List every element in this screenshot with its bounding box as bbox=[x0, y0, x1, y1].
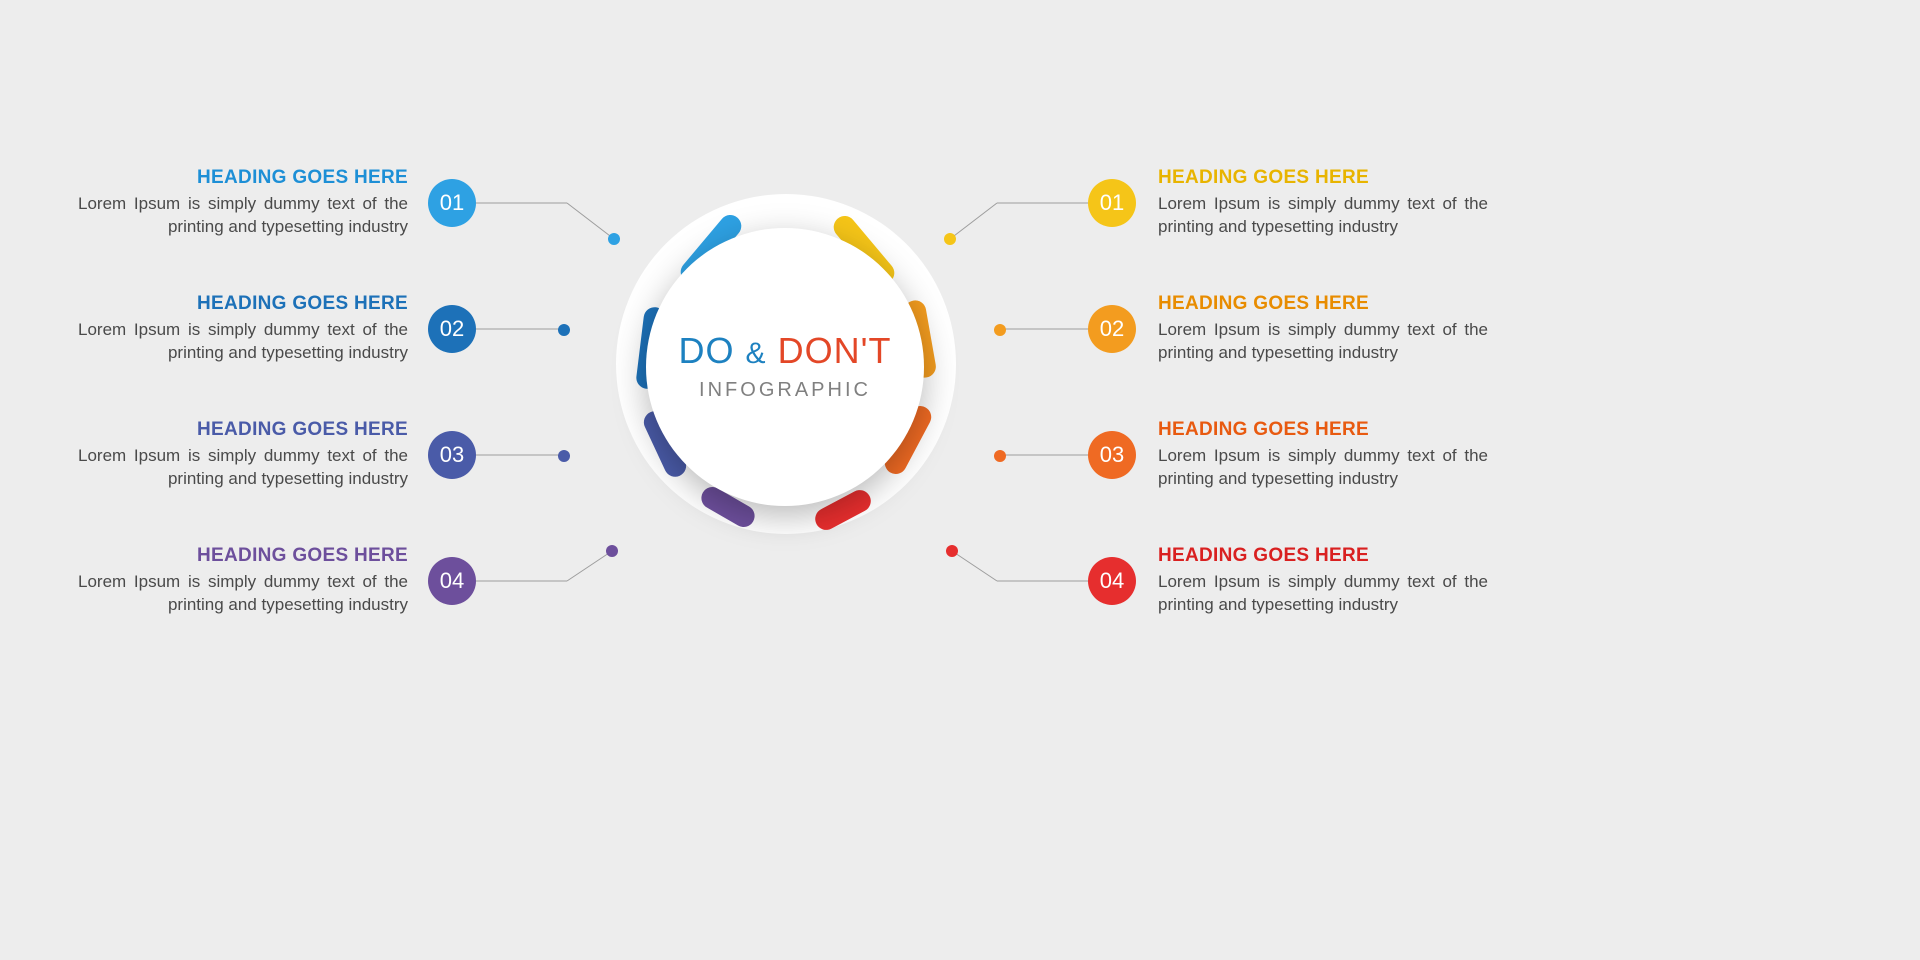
connector-dot bbox=[606, 545, 618, 557]
center-title-do: DO bbox=[679, 330, 735, 371]
right-item-1: HEADING GOES HERE Lorem Ipsum is simply d… bbox=[1158, 167, 1488, 238]
item-body: Lorem Ipsum is simply dummy text of the … bbox=[78, 192, 408, 238]
number-badge: 04 bbox=[1088, 557, 1136, 605]
number-badge: 01 bbox=[1088, 179, 1136, 227]
item-body: Lorem Ipsum is simply dummy text of the … bbox=[1158, 444, 1488, 490]
item-heading: HEADING GOES HERE bbox=[1158, 167, 1488, 189]
right-item-2: HEADING GOES HERE Lorem Ipsum is simply d… bbox=[1158, 293, 1488, 364]
item-heading: HEADING GOES HERE bbox=[78, 293, 408, 315]
center-subtitle: INFOGRAPHIC bbox=[699, 379, 871, 402]
connector-dot bbox=[558, 324, 570, 336]
connector-dot bbox=[994, 450, 1006, 462]
center-title: DO & DON'T bbox=[679, 333, 892, 369]
right-item-3: HEADING GOES HERE Lorem Ipsum is simply d… bbox=[1158, 419, 1488, 490]
number-badge: 03 bbox=[428, 431, 476, 479]
item-heading: HEADING GOES HERE bbox=[1158, 419, 1488, 441]
connector-dot bbox=[994, 324, 1006, 336]
connector-dot bbox=[558, 450, 570, 462]
right-item-4: HEADING GOES HERE Lorem Ipsum is simply d… bbox=[1158, 545, 1488, 616]
item-heading: HEADING GOES HERE bbox=[78, 419, 408, 441]
number-badge: 02 bbox=[428, 305, 476, 353]
center-title-dont: DON'T bbox=[778, 330, 892, 371]
number-badge: 02 bbox=[1088, 305, 1136, 353]
item-heading: HEADING GOES HERE bbox=[78, 167, 408, 189]
item-body: Lorem Ipsum is simply dummy text of the … bbox=[1158, 192, 1488, 238]
center-title-amp: & bbox=[746, 337, 767, 370]
item-body: Lorem Ipsum is simply dummy text of the … bbox=[78, 318, 408, 364]
left-item-4: HEADING GOES HERE Lorem Ipsum is simply d… bbox=[78, 545, 408, 616]
item-body: Lorem Ipsum is simply dummy text of the … bbox=[1158, 570, 1488, 616]
number-badge: 01 bbox=[428, 179, 476, 227]
item-body: Lorem Ipsum is simply dummy text of the … bbox=[78, 444, 408, 490]
item-heading: HEADING GOES HERE bbox=[1158, 293, 1488, 315]
center-circle: DO & DON'T INFOGRAPHIC bbox=[646, 228, 924, 506]
connector-dot bbox=[944, 233, 956, 245]
item-heading: HEADING GOES HERE bbox=[78, 545, 408, 567]
left-item-3: HEADING GOES HERE Lorem Ipsum is simply d… bbox=[78, 419, 408, 490]
number-badge: 03 bbox=[1088, 431, 1136, 479]
left-item-1: HEADING GOES HERE Lorem Ipsum is simply d… bbox=[78, 167, 408, 238]
connector-dot bbox=[608, 233, 620, 245]
item-body: Lorem Ipsum is simply dummy text of the … bbox=[1158, 318, 1488, 364]
connector-dot bbox=[946, 545, 958, 557]
item-body: Lorem Ipsum is simply dummy text of the … bbox=[78, 570, 408, 616]
infographic-stage: DO & DON'T INFOGRAPHIC HEADING GOES HERE… bbox=[0, 0, 1920, 960]
number-badge: 04 bbox=[428, 557, 476, 605]
item-heading: HEADING GOES HERE bbox=[1158, 545, 1488, 567]
left-item-2: HEADING GOES HERE Lorem Ipsum is simply d… bbox=[78, 293, 408, 364]
